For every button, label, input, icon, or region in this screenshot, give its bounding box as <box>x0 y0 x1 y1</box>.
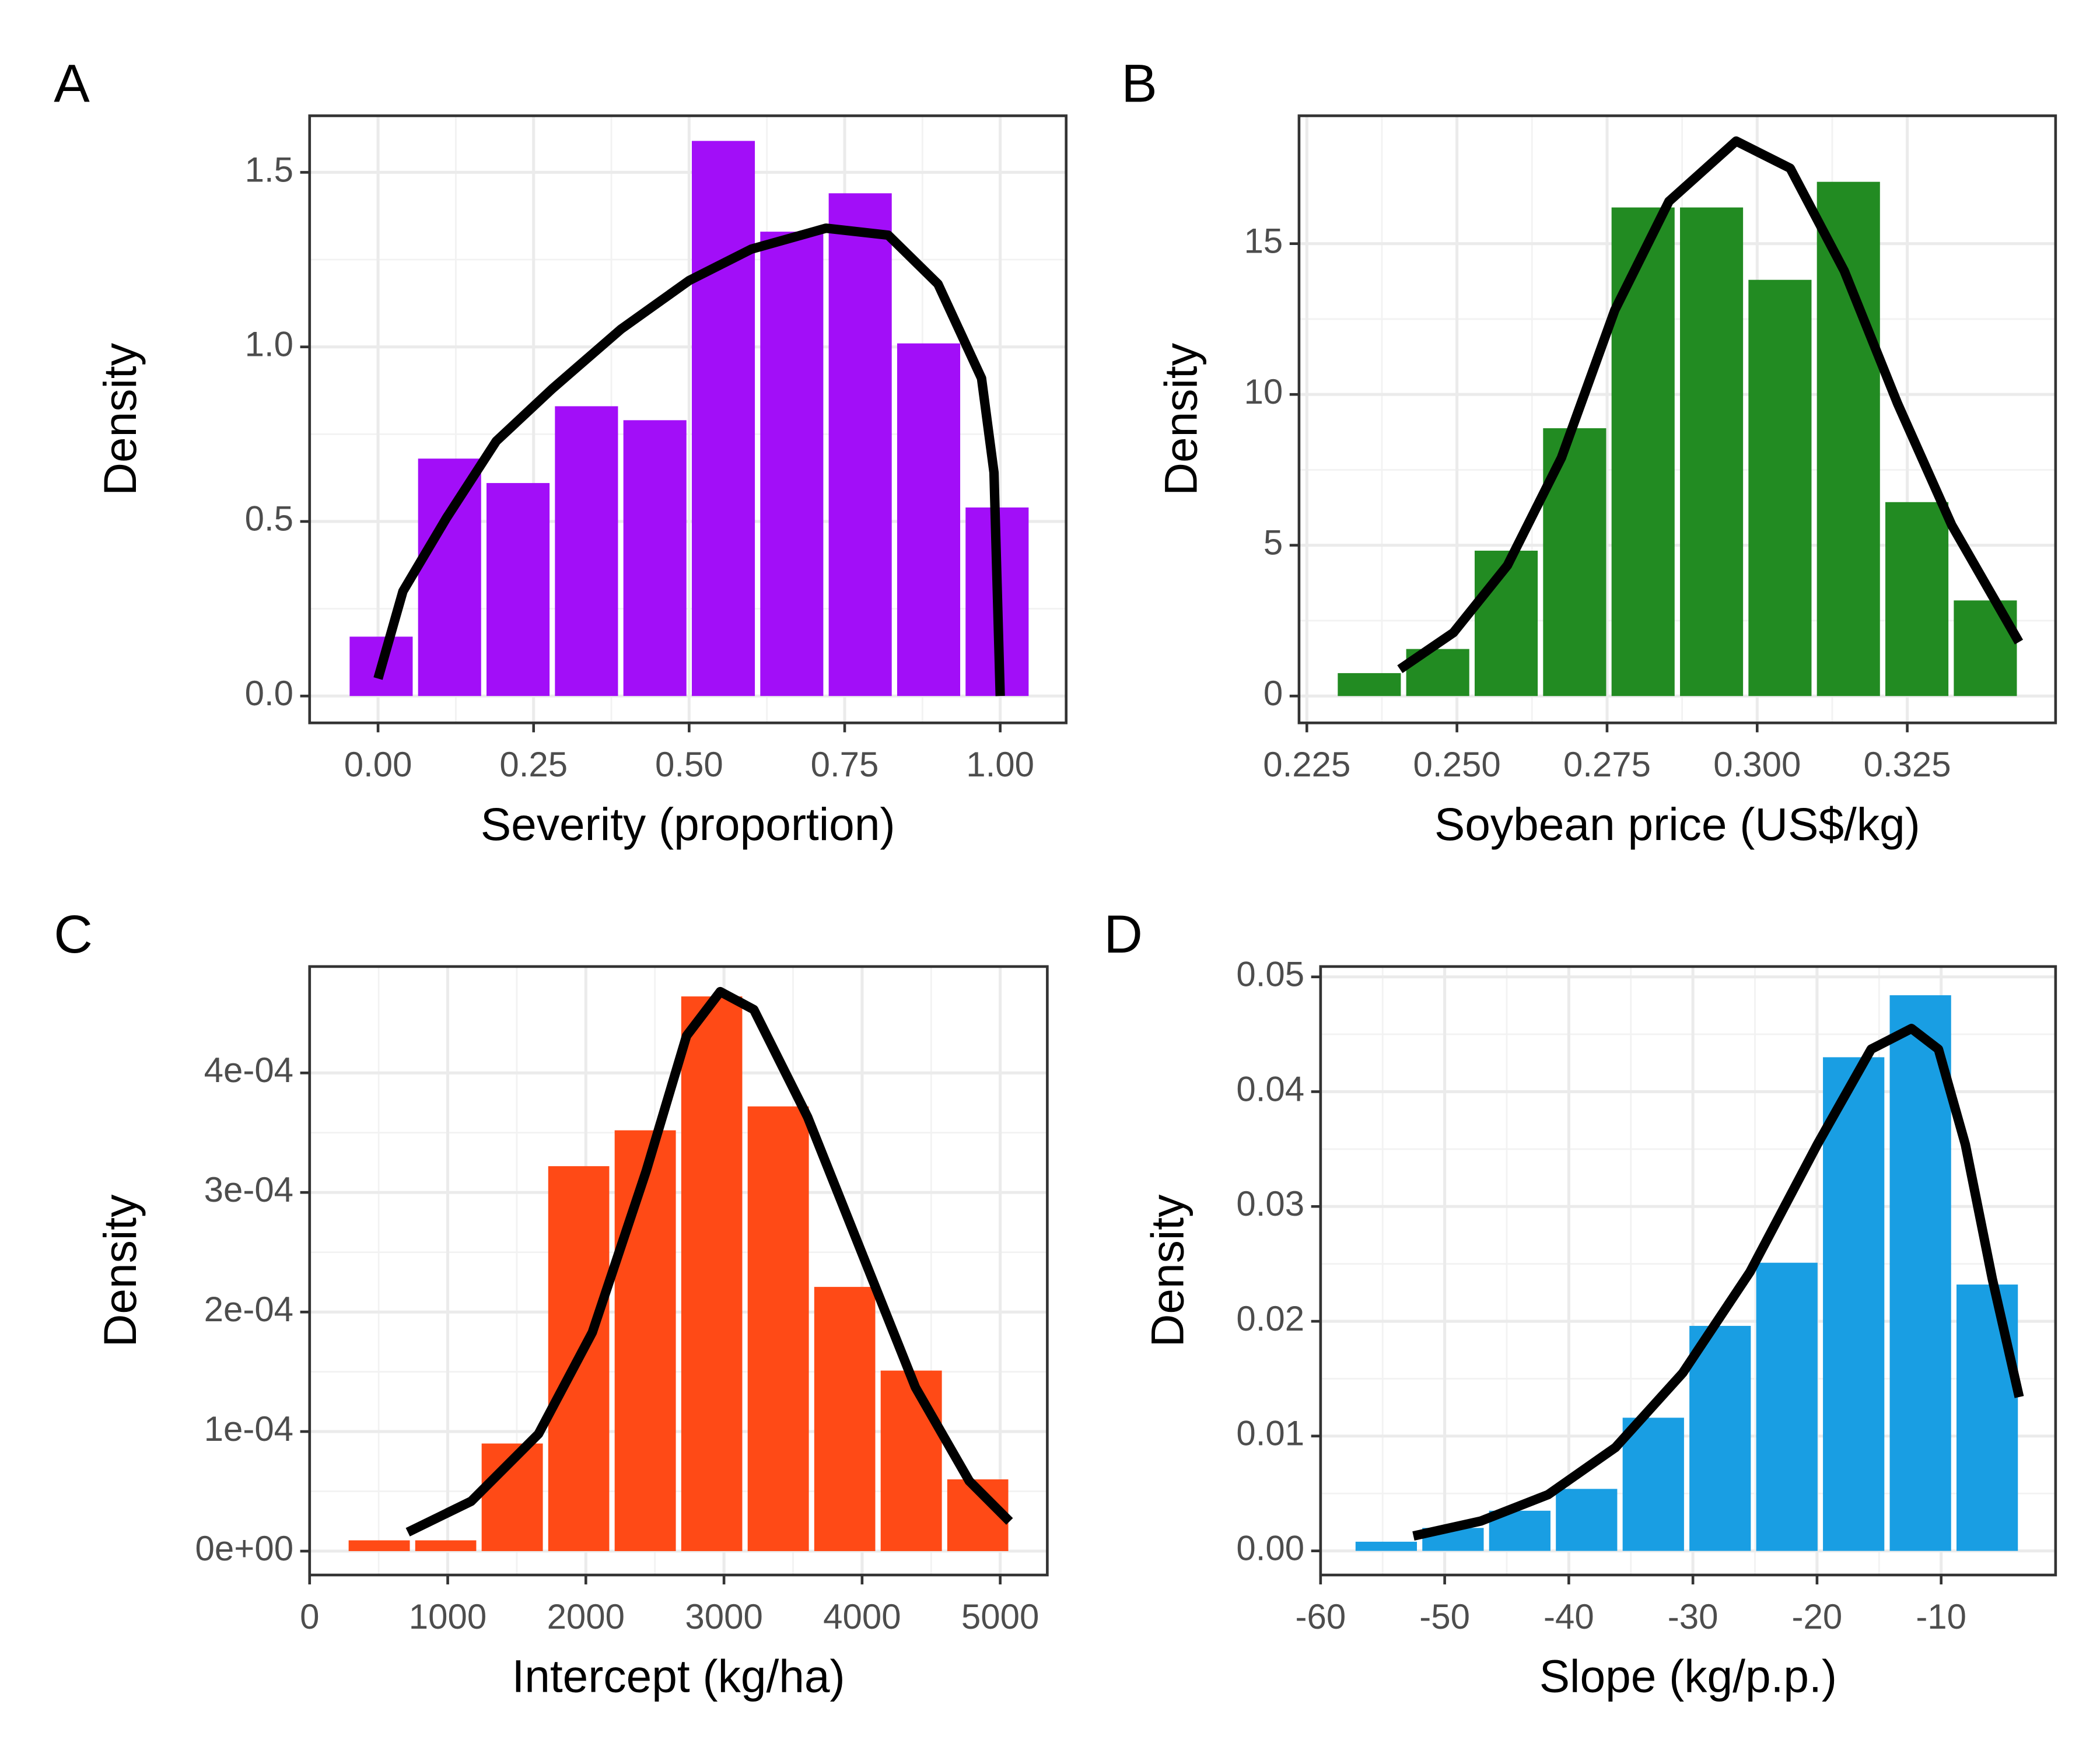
x-axis-label: Slope (kg/p.p.) <box>1539 1651 1837 1702</box>
y-tick-label: 10 <box>1244 372 1283 411</box>
bar <box>415 1540 477 1552</box>
y-tick-label: 0 <box>1264 674 1283 713</box>
y-tick-label: 0.00 <box>1236 1529 1304 1568</box>
bar <box>1611 207 1675 696</box>
x-tick-label: 3000 <box>685 1597 762 1636</box>
panel-letter: D <box>1104 904 1143 964</box>
density-curve <box>1412 1024 2024 1541</box>
panel-letter: B <box>1121 52 1157 113</box>
bar <box>1622 1418 1684 1551</box>
y-tick-label: 1e-04 <box>204 1409 293 1448</box>
density-curve <box>1397 136 2024 673</box>
x-tick-label: 0.300 <box>1713 745 1801 784</box>
bar <box>1889 995 1951 1551</box>
plot-border <box>1319 965 2057 1577</box>
y-axis-label: Density <box>94 1194 146 1347</box>
x-tick-label: 0.275 <box>1563 745 1651 784</box>
x-tick-label: 0.250 <box>1413 745 1501 784</box>
x-tick-label: -20 <box>1792 1597 1843 1636</box>
x-tick-label: 4000 <box>823 1597 901 1636</box>
x-tick-label: 1.00 <box>966 745 1034 784</box>
bar <box>1956 1284 2018 1551</box>
bar <box>1355 1541 1418 1551</box>
bar <box>814 1287 876 1552</box>
x-axis-label: Intercept (kg/ha) <box>512 1651 845 1702</box>
bar <box>1885 502 1949 696</box>
y-tick-label: 4e-04 <box>204 1051 293 1090</box>
panel-letter: C <box>54 904 93 964</box>
bar <box>1680 207 1744 696</box>
x-tick-label: -40 <box>1544 1597 1594 1636</box>
y-tick-label: 2e-04 <box>204 1290 293 1329</box>
bar <box>1689 1325 1751 1551</box>
x-tick-label: -50 <box>1419 1597 1470 1636</box>
x-axis-label: Severity (proportion) <box>481 799 895 850</box>
bar <box>760 232 824 696</box>
y-tick-label: 0.0 <box>245 674 293 713</box>
y-tick-label: 0.5 <box>245 499 293 538</box>
plot-border <box>308 965 1049 1577</box>
bar <box>828 193 892 696</box>
density-curve <box>373 223 1005 696</box>
x-tick-label: 0.325 <box>1864 745 1951 784</box>
x-tick-label: 0.25 <box>499 745 568 784</box>
y-tick-label: 0e+00 <box>195 1529 294 1568</box>
x-tick-label: 5000 <box>961 1597 1039 1636</box>
x-tick-label: 0.50 <box>655 745 723 784</box>
bar <box>1338 673 1401 696</box>
y-axis-label: Density <box>1142 1194 1193 1347</box>
bar <box>487 483 550 696</box>
bar <box>691 141 755 696</box>
y-tick-label: 1.0 <box>245 325 293 364</box>
bar <box>1823 1057 1885 1551</box>
y-tick-label: 15 <box>1244 222 1283 261</box>
y-tick-label: 0.03 <box>1236 1184 1304 1223</box>
bar <box>555 406 618 696</box>
x-tick-label: -30 <box>1668 1597 1718 1636</box>
y-tick-label: 0.04 <box>1236 1069 1304 1108</box>
bar <box>1748 279 1812 696</box>
x-tick-label: -60 <box>1295 1597 1346 1636</box>
y-tick-label: 0.01 <box>1236 1414 1304 1453</box>
y-axis-label: Density <box>1155 342 1206 495</box>
bar <box>880 1370 942 1552</box>
bar <box>348 1540 410 1552</box>
plot-border <box>1297 114 2057 724</box>
y-tick-label: 1.5 <box>245 150 293 189</box>
x-tick-label: -10 <box>1916 1597 1966 1636</box>
bar <box>1556 1489 1618 1551</box>
x-axis-label: Soybean price (US$/kg) <box>1434 799 1920 850</box>
x-tick-label: 0.00 <box>344 745 412 784</box>
x-tick-label: 2000 <box>547 1597 625 1636</box>
y-tick-label: 5 <box>1264 523 1283 562</box>
bar <box>1817 181 1880 696</box>
x-tick-label: 1000 <box>409 1597 487 1636</box>
y-tick-label: 3e-04 <box>204 1170 293 1209</box>
x-tick-label: 0.225 <box>1263 745 1350 784</box>
bar <box>418 459 481 696</box>
panel-letter: A <box>54 52 90 113</box>
bar <box>1756 1262 1818 1551</box>
bar <box>681 996 743 1552</box>
y-tick-label: 0.02 <box>1236 1299 1304 1338</box>
density-curve <box>405 986 1013 1536</box>
bar <box>614 1130 676 1552</box>
bar <box>897 343 961 696</box>
bar <box>1474 551 1538 696</box>
y-tick-label: 0.05 <box>1236 954 1304 993</box>
bar <box>747 1106 809 1552</box>
y-axis-label: Density <box>94 342 146 495</box>
x-tick-label: 0.75 <box>811 745 879 784</box>
bar <box>623 420 687 696</box>
x-tick-label: 0 <box>300 1597 319 1636</box>
